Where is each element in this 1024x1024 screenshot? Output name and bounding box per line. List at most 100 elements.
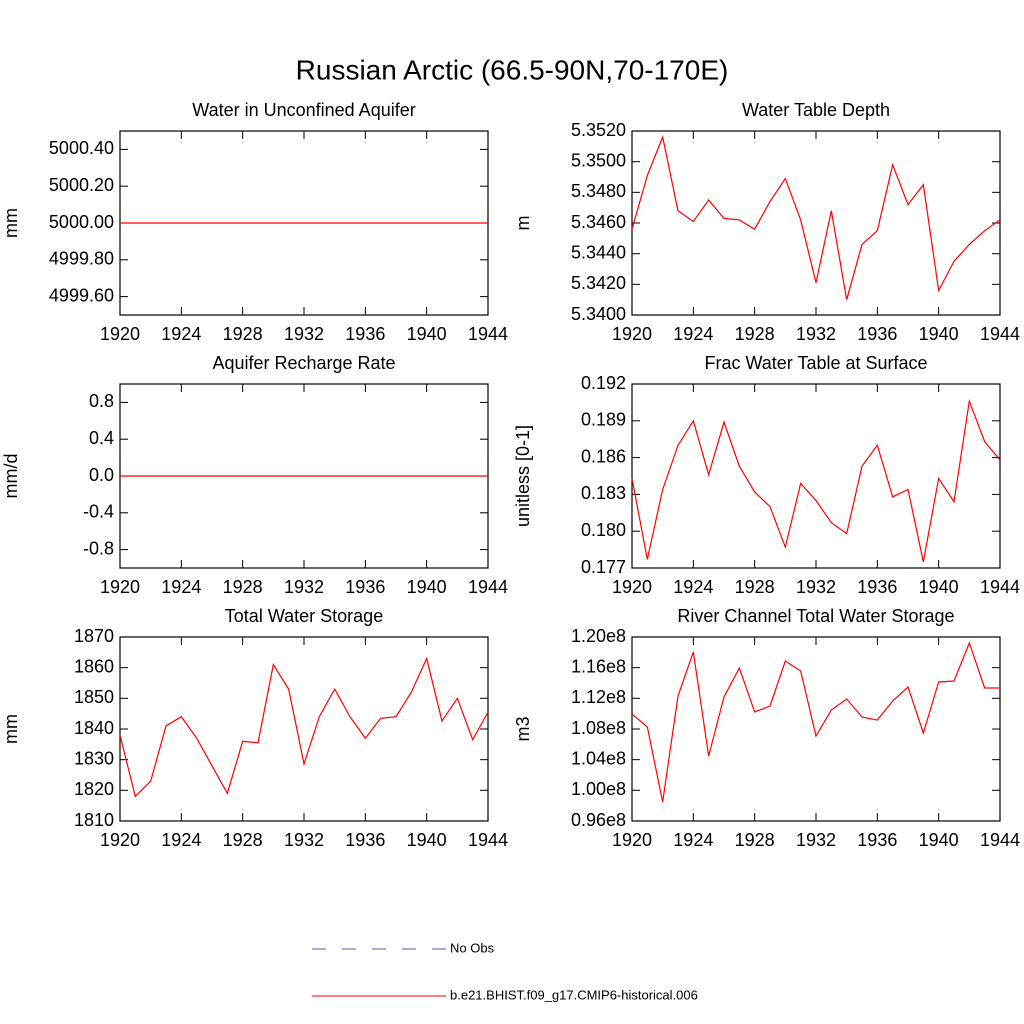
x-tick-label: 1936 xyxy=(345,577,385,597)
x-tick-label: 1944 xyxy=(980,577,1020,597)
y-tick-label: 5.3480 xyxy=(571,181,626,201)
y-tick-label: 5000.20 xyxy=(49,175,114,195)
plot-frame xyxy=(631,636,1001,822)
x-tick-label: 1928 xyxy=(735,830,775,850)
y-tick-label: 1.08e8 xyxy=(571,718,626,738)
x-tick-label: 1940 xyxy=(407,830,447,850)
y-tick-label: 0.0 xyxy=(89,465,114,485)
y-tick-label: 4999.80 xyxy=(49,249,114,269)
panel-title: River Channel Total Water Storage xyxy=(677,606,954,626)
x-tick-label: 1924 xyxy=(673,577,713,597)
y-tick-label: 5.3440 xyxy=(571,242,626,262)
y-tick-label: 5.3500 xyxy=(571,150,626,170)
y-tick-label: 1870 xyxy=(74,626,114,646)
x-tick-label: 1924 xyxy=(161,577,201,597)
y-tick-label: 1830 xyxy=(74,748,114,768)
y-axis-label: m xyxy=(513,216,533,231)
y-axis-label: unitless [0-1] xyxy=(513,425,533,527)
data-line xyxy=(631,641,1000,803)
y-tick-label: 0.186 xyxy=(581,446,626,466)
x-tick-label: 1940 xyxy=(407,577,447,597)
y-tick-label: 1.12e8 xyxy=(571,687,626,707)
y-axis-label: m3 xyxy=(513,716,533,741)
y-tick-label: 1.20e8 xyxy=(571,626,626,646)
y-tick-label: 5.3400 xyxy=(571,304,626,324)
x-tick-label: 1928 xyxy=(223,577,263,597)
x-tick-label: 1940 xyxy=(919,577,959,597)
x-tick-label: 1932 xyxy=(796,830,836,850)
y-tick-label: 0.180 xyxy=(581,520,626,540)
x-tick-label: 1928 xyxy=(223,830,263,850)
y-tick-label: 4999.60 xyxy=(49,285,114,305)
x-tick-label: 1932 xyxy=(796,577,836,597)
data-line xyxy=(631,135,1001,300)
x-tick-label: 1920 xyxy=(612,577,652,597)
x-tick-label: 1936 xyxy=(345,324,385,344)
figure-title: Russian Arctic (66.5-90N,70-170E) xyxy=(296,54,729,85)
x-tick-label: 1936 xyxy=(345,830,385,850)
legend-label: b.e21.BHIST.f09_g17.CMIP6-historical.006 xyxy=(450,987,698,1002)
legend-label: No Obs xyxy=(450,940,495,955)
x-tick-label: 1928 xyxy=(735,577,775,597)
panel-title: Frac Water Table at Surface xyxy=(704,353,927,373)
x-tick-label: 1924 xyxy=(161,830,201,850)
x-tick-label: 1944 xyxy=(468,324,508,344)
y-tick-label: 1850 xyxy=(74,687,114,707)
y-tick-label: 0.183 xyxy=(581,483,626,503)
x-tick-label: 1932 xyxy=(284,830,324,850)
y-tick-label: 0.4 xyxy=(89,428,114,448)
data-line xyxy=(119,656,489,798)
y-tick-label: 5.3520 xyxy=(571,120,626,140)
panel-title: Water Table Depth xyxy=(742,100,890,120)
x-tick-label: 1928 xyxy=(223,324,263,344)
y-tick-label: 5.3420 xyxy=(571,273,626,293)
data-line xyxy=(631,398,1001,562)
x-tick-label: 1920 xyxy=(100,577,140,597)
x-tick-label: 1924 xyxy=(161,324,201,344)
y-axis-label: mm/d xyxy=(1,454,21,499)
y-tick-label: 1.00e8 xyxy=(571,779,626,799)
x-tick-label: 1944 xyxy=(980,324,1020,344)
y-tick-label: 5000.00 xyxy=(49,212,114,232)
y-tick-label: 5.3460 xyxy=(571,212,626,232)
x-tick-label: 1940 xyxy=(919,324,959,344)
x-tick-label: 1944 xyxy=(980,830,1020,850)
plot-frame xyxy=(631,383,1001,569)
y-tick-label: 0.192 xyxy=(581,373,626,393)
x-tick-label: 1920 xyxy=(100,324,140,344)
x-tick-label: 1936 xyxy=(857,830,897,850)
x-tick-label: 1920 xyxy=(612,324,652,344)
x-tick-label: 1932 xyxy=(796,324,836,344)
y-axis-label: mm xyxy=(1,714,21,744)
plot-frame xyxy=(631,130,1001,316)
panel-title: Total Water Storage xyxy=(225,606,383,626)
x-tick-label: 1928 xyxy=(735,324,775,344)
x-tick-label: 1944 xyxy=(468,830,508,850)
y-axis-label: mm xyxy=(1,208,21,238)
y-tick-label: 0.8 xyxy=(89,391,114,411)
panel-title: Aquifer Recharge Rate xyxy=(212,353,395,373)
y-tick-label: 0.177 xyxy=(581,557,626,577)
x-tick-label: 1932 xyxy=(284,324,324,344)
y-tick-label: 1820 xyxy=(74,779,114,799)
x-tick-label: 1940 xyxy=(407,324,447,344)
y-tick-label: -0.8 xyxy=(83,538,114,558)
plot-frame xyxy=(119,636,489,822)
x-tick-label: 1936 xyxy=(857,577,897,597)
y-tick-label: 1810 xyxy=(74,810,114,830)
panel-title: Water in Unconfined Aquifer xyxy=(192,100,415,120)
x-tick-label: 1940 xyxy=(919,830,959,850)
x-tick-label: 1924 xyxy=(673,324,713,344)
x-tick-label: 1920 xyxy=(100,830,140,850)
x-tick-label: 1936 xyxy=(857,324,897,344)
y-tick-label: 1840 xyxy=(74,718,114,738)
y-tick-label: 5000.40 xyxy=(49,138,114,158)
x-tick-label: 1944 xyxy=(468,577,508,597)
y-tick-label: 0.189 xyxy=(581,410,626,430)
y-tick-label: -0.4 xyxy=(83,502,114,522)
y-tick-label: 1.16e8 xyxy=(571,656,626,676)
x-tick-label: 1924 xyxy=(673,830,713,850)
x-tick-label: 1920 xyxy=(612,830,652,850)
x-tick-label: 1932 xyxy=(284,577,324,597)
